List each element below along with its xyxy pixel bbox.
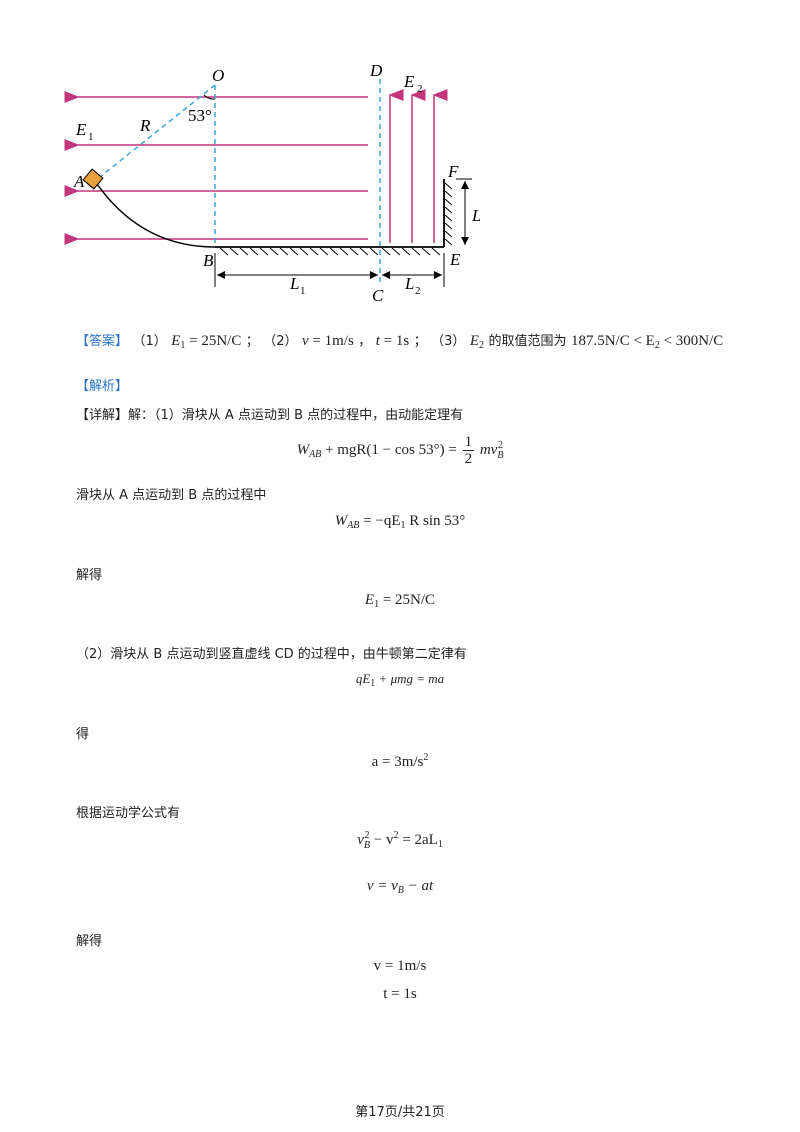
e2-field-lines [388,89,448,243]
label-angle: 53° [188,106,212,125]
equation-4: qE1 + μmg = ma [355,671,445,689]
page-footer: 第17页/共21页 [355,1105,445,1120]
equation-5: a = 3m/s2 [371,752,429,770]
de-label: 得 [76,727,90,742]
answer-line: 【答案】 （1） E1 = 25N/C ； （2） v = 1m/s ， t =… [76,333,724,351]
label-l1-sub: 1 [300,285,306,297]
label-a: A [73,172,85,191]
l2-vertical-dimension [456,178,472,245]
solve-label-1: 解得 [76,568,103,583]
label-b: B [203,251,214,270]
solve-label-2: 解得 [76,934,103,949]
answer-part3-range: 187.5N/C < E2 < 300N/C [570,333,724,351]
arc-track [94,180,216,248]
label-f: F [447,162,459,181]
equation-7: v = vB − at [366,878,434,896]
label-e: E [449,250,461,269]
step3-text: （2）滑块从 B 点运动到竖直虚线 CD 的过程中，由牛顿第二定律有 [76,647,467,662]
step1-text: （1）滑块从 A 点运动到 B 点的过程中，由动能定理有 [154,408,464,423]
label-l2-horiz-sub: 2 [415,285,421,297]
ground [215,246,444,256]
dashed-construction-lines [94,79,381,283]
label-e1: E [75,120,87,139]
answer-tag: 【答案】 [76,334,129,349]
label-e2: E [403,72,415,91]
label-d: D [369,61,383,80]
analysis-tag: 【解析】 [76,379,129,394]
physics-diagram: O D E 2 R 53° E 1 A F L 2 B E L 1 L 2 C [64,61,480,305]
detail-line: 【详解】解：（1）滑块从 A 点运动到 B 点的过程中，由动能定理有 [76,404,463,423]
label-l2-vert: L [471,206,480,225]
label-o: O [212,66,224,85]
label-e2-sub: 2 [417,83,423,95]
step2-text: 滑块从 A 点运动到 B 点的过程中 [76,488,267,503]
answer-part2-num: （2） [263,334,298,349]
detail-tag: 【详解】解： [76,408,155,423]
label-e1-sub: 1 [88,131,94,143]
equation-2: WAB = −qE1 R sin 53° [334,513,466,531]
e1-field-lines [64,91,368,245]
wall [443,179,453,247]
answer-part3-e2: E2 [469,333,485,351]
equation-9: t = 1s [383,986,417,1002]
equation-8: v = 1m/s [373,958,427,974]
equation-3: E1 = 25N/C [364,592,436,610]
label-r: R [139,116,151,135]
answer-part1: E1 = 25N/C [171,333,242,351]
answer-part3-num: （3） [431,334,466,349]
label-l2-horiz: L [404,274,414,293]
answer-part2-t: t = 1s [375,333,410,349]
block [82,168,104,190]
angle-arc [203,94,216,100]
answer-part2-v: v = 1m/s [302,333,354,349]
label-l1: L [289,274,299,293]
horizontal-dimensions [214,253,445,287]
answer-part1-num: （1） [132,334,167,349]
answer-part3-text: 的取值范围为 [488,334,567,349]
label-c: C [372,286,384,305]
step4-text: 根据运动学公式有 [76,806,181,821]
